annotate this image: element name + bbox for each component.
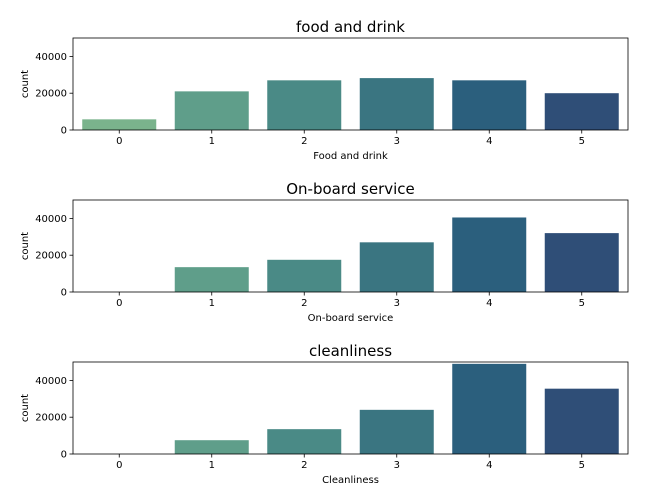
x-tick-label: 3 (394, 136, 400, 147)
x-axis-label: Cleanliness (322, 475, 379, 486)
bar-5 (544, 233, 619, 292)
x-tick-label: 2 (301, 298, 307, 309)
bar-0 (82, 119, 157, 130)
bar-5 (544, 388, 619, 454)
axes-frame (72, 37, 629, 131)
bar-4 (452, 363, 527, 454)
bar-4 (452, 80, 527, 130)
x-tick-label: 0 (116, 460, 122, 471)
bar-4 (452, 217, 527, 292)
y-tick-label: 20000 (35, 251, 67, 262)
x-tick-label: 4 (486, 298, 492, 309)
y-tick-label: 0 (61, 126, 67, 137)
x-tick-label: 5 (579, 460, 585, 471)
y-tick-label: 40000 (35, 52, 67, 63)
y-tick-label: 0 (61, 450, 67, 461)
chart-title: On-board service (286, 180, 415, 198)
bar-2 (267, 259, 342, 292)
x-tick-label: 3 (394, 460, 400, 471)
x-tick-label: 2 (301, 136, 307, 147)
x-tick-label: 1 (209, 136, 215, 147)
y-axis-label: count (20, 394, 31, 422)
bar-3 (359, 242, 434, 292)
x-tick-label: 0 (116, 298, 122, 309)
y-axis-label: count (20, 232, 31, 260)
x-tick-label: 3 (394, 298, 400, 309)
bar-1 (174, 440, 249, 454)
x-axis-label: Food and drink (313, 151, 388, 162)
bar-1 (174, 91, 249, 130)
y-axis-label: count (20, 70, 31, 98)
x-tick-label: 2 (301, 460, 307, 471)
bar-3 (359, 409, 434, 454)
bar-2 (267, 80, 342, 130)
x-tick-label: 1 (209, 298, 215, 309)
y-tick-label: 40000 (35, 214, 67, 225)
x-axis-label: On-board service (308, 313, 394, 324)
chart-panel-3: cleanliness 0 1 2 3 4 5 0 20000 40000 Cleanliness c… (20, 342, 629, 486)
bar-5 (544, 93, 619, 130)
axes-frame (72, 199, 629, 293)
chart-panel-2: On-board service 0 1 2 3 4 5 0 20000 40000 On-boar… (20, 180, 629, 324)
axes-frame (72, 361, 629, 455)
x-tick-label: 1 (209, 460, 215, 471)
x-tick-label: 5 (579, 298, 585, 309)
x-tick-label: 4 (486, 136, 492, 147)
chart-title: food and drink (296, 18, 405, 36)
y-tick-label: 0 (61, 288, 67, 299)
y-tick-label: 20000 (35, 413, 67, 424)
x-tick-label: 4 (486, 460, 492, 471)
bar-2 (267, 429, 342, 454)
y-tick-label: 40000 (35, 376, 67, 387)
x-tick-label: 0 (116, 136, 122, 147)
chart-title: cleanliness (309, 342, 392, 360)
bar-3 (359, 78, 434, 130)
chart-panel-1: food and drink 0 1 2 3 4 5 0 20000 40000 Food and … (20, 18, 629, 162)
y-tick-label: 20000 (35, 89, 67, 100)
x-tick-label: 5 (579, 136, 585, 147)
bar-1 (174, 267, 249, 292)
